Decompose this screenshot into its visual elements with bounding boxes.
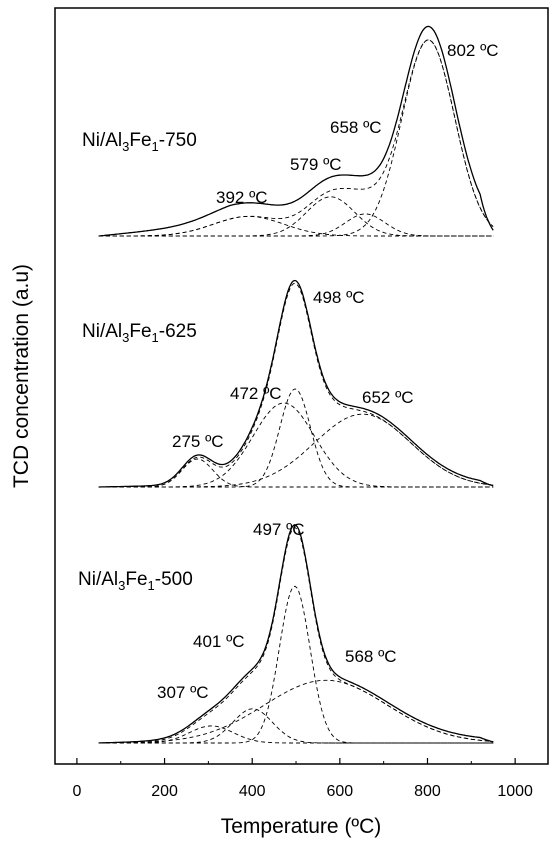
panel-2-peak-3-curve xyxy=(98,679,494,744)
panel-1-measured-curve xyxy=(98,279,494,488)
panel-0-peak-2-curve xyxy=(98,213,494,237)
panel-0-peak-1-label: 579 ºC xyxy=(290,155,342,174)
panel-0-fit-envelope xyxy=(98,39,494,237)
x-tick-label-600: 600 xyxy=(326,783,353,800)
x-tick-label-400: 400 xyxy=(239,783,266,800)
plot-frame xyxy=(54,7,549,765)
x-tick-label-1000: 1000 xyxy=(497,783,533,800)
panel-1-sample-label: Ni/Al3Fe1-625 xyxy=(82,321,197,345)
panel-2-sample-label: Ni/Al3Fe1-500 xyxy=(78,569,193,593)
panel-2-fit-envelope xyxy=(98,527,494,744)
x-tick-label-800: 800 xyxy=(414,783,441,800)
x-tick-label-0: 0 xyxy=(72,783,81,800)
panel-1-peak-1-label: 472 ºC xyxy=(230,384,282,403)
panel-2-peak-0-label: 307 ºC xyxy=(157,683,209,702)
panel-1-peak-2-label: 498 ºC xyxy=(313,288,365,307)
panel-0-peak-0-curve xyxy=(98,215,494,237)
panel-2-peak-1-label: 401 ºC xyxy=(193,632,245,651)
panel-0-sample-label: Ni/Al3Fe1-750 xyxy=(82,130,197,154)
label-layer: Ni/Al3Fe1-750 392 ºC 579 ºC 658 ºC 802 ºC Ni/… xyxy=(78,41,499,702)
panel-1-peak-2-curve xyxy=(98,388,494,488)
panel-1-peak-3-curve xyxy=(98,413,494,488)
y-axis-label: TCD concentration (a.u) xyxy=(10,264,33,488)
panel-0-peak-1-curve xyxy=(98,196,494,237)
panel-1-peak-1-curve xyxy=(98,402,494,488)
panel-0-peak-3-label: 802 ºC xyxy=(447,41,499,60)
x-axis-label: Temperature (ºC) xyxy=(221,815,382,838)
panel-2-peak-3-label: 568 ºC xyxy=(345,647,397,666)
panel-0-peak-3-curve xyxy=(98,39,494,237)
panel-1-peak-0-label: 275 ºC xyxy=(172,432,224,451)
panel-1-fit-envelope xyxy=(98,282,494,488)
panel-0-peak-2-label: 658 ºC xyxy=(330,118,382,137)
x-axis-ticks: 0 200 400 600 800 1000 xyxy=(72,758,533,800)
panel-2-measured-curve xyxy=(98,523,494,744)
panel-2-peak-2-curve xyxy=(98,585,494,744)
curve-layer xyxy=(98,25,494,744)
panel-1-peak-3-label: 652 ºC xyxy=(362,388,414,407)
panel-2-peak-1-curve xyxy=(98,708,494,744)
panel-0-measured-curve xyxy=(98,25,494,237)
panel-0-peak-0-label: 392 ºC xyxy=(216,188,268,207)
panel-2-peak-2-label: 497 ºC xyxy=(253,520,305,539)
x-tick-label-200: 200 xyxy=(151,783,178,800)
